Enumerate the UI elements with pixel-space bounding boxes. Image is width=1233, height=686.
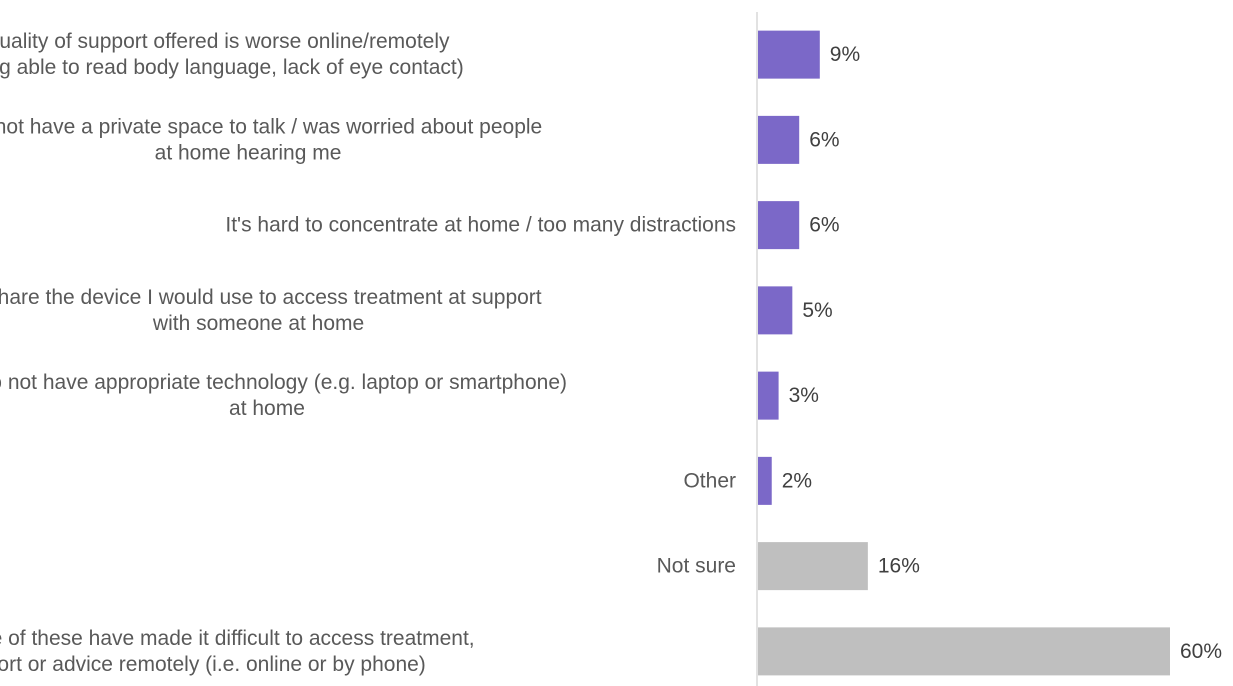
bar: [758, 286, 793, 335]
category-label-line: Other: [683, 469, 736, 492]
data-label: 9%: [830, 43, 860, 66]
category-label: I think the quality of support offered i…: [0, 30, 464, 79]
bar: [758, 627, 1170, 676]
bar: [758, 30, 820, 79]
data-label: 16%: [878, 555, 920, 578]
data-label: 3%: [789, 384, 819, 407]
category-label: Not sure: [657, 555, 736, 578]
data-label: 60%: [1180, 640, 1222, 663]
category-label-line: support or advice remotely (i.e. online …: [0, 653, 426, 676]
category-label-line: N/A - none of these have made it difficu…: [0, 627, 475, 650]
category-label: I share the device I would use to access…: [0, 286, 542, 335]
category-label-line: at home hearing me: [155, 141, 342, 164]
data-label: 5%: [802, 299, 832, 322]
data-label: 6%: [809, 128, 839, 151]
category-label: N/A - none of these have made it difficu…: [0, 627, 475, 676]
category-label-line: I share the device I would use to access…: [0, 286, 542, 309]
category-label-line: It's hard to concentrate at home / too m…: [225, 214, 736, 237]
category-label: Other: [683, 469, 736, 492]
category-label-line: I do not have a private space to talk / …: [0, 115, 542, 138]
bar: [758, 115, 800, 164]
bar: [758, 371, 779, 420]
category-label: I do not have appropriate technology (e.…: [0, 371, 567, 420]
category-label-line: I do not have appropriate technology (e.…: [0, 371, 567, 394]
category-label-line: Not sure: [657, 555, 736, 578]
data-label: 2%: [782, 469, 812, 492]
category-label-line: at home: [229, 397, 305, 420]
category-label-line: I think the quality of support offered i…: [0, 30, 450, 53]
category-label: I do not have a private space to talk / …: [0, 115, 542, 164]
category-label-line: with someone at home: [152, 312, 364, 335]
bar: [758, 456, 772, 505]
bar: [758, 201, 800, 250]
data-label: 6%: [809, 214, 839, 237]
category-label: It's hard to concentrate at home / too m…: [225, 214, 736, 237]
category-label-line: (e.g. not being able to read body langua…: [0, 56, 464, 79]
bar: [758, 542, 868, 591]
